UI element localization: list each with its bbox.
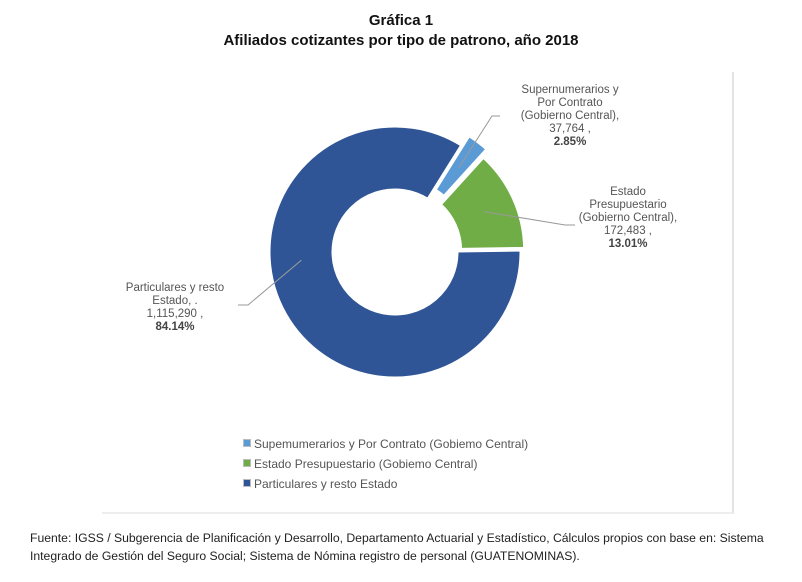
- legend-item: Particulares y resto Estado: [243, 474, 528, 494]
- legend-swatch: [243, 439, 251, 447]
- leader-line: [238, 259, 302, 306]
- donut-slice: [438, 154, 527, 251]
- legend-swatch: [243, 479, 251, 487]
- data-label-estado-presupuestario: Estado Presupuestario (Gobierno Central), 1…: [578, 186, 678, 250]
- legend-swatch: [243, 459, 251, 467]
- legend-item: Supemumerarios y Por Contrato (Gobiemo C…: [243, 434, 528, 454]
- chart-subtitle: Afiliados cotizantes por tipo de patrono…: [223, 32, 579, 49]
- leader-line: [458, 115, 500, 168]
- data-label-particulares: Particulares y resto Estado, . 1,115,290 ,…: [125, 282, 225, 333]
- legend: Supemumerarios y Por Contrato (Gobiemo C…: [243, 434, 528, 494]
- data-label-supernumerarios: Supernumerarios y Por Contrato (Gobierno C…: [520, 84, 620, 148]
- donut-slice: [267, 124, 523, 380]
- source-note: Fuente: IGSS / Subgerencia de Planificac…: [30, 531, 764, 563]
- leader-line: [484, 211, 575, 226]
- donut-slice: [433, 133, 490, 199]
- chart-frame: [102, 72, 734, 514]
- chart-title: Gráfica 1: [368, 12, 434, 29]
- legend-item: Estado Presupuestario (Gobiemo Central): [243, 454, 528, 474]
